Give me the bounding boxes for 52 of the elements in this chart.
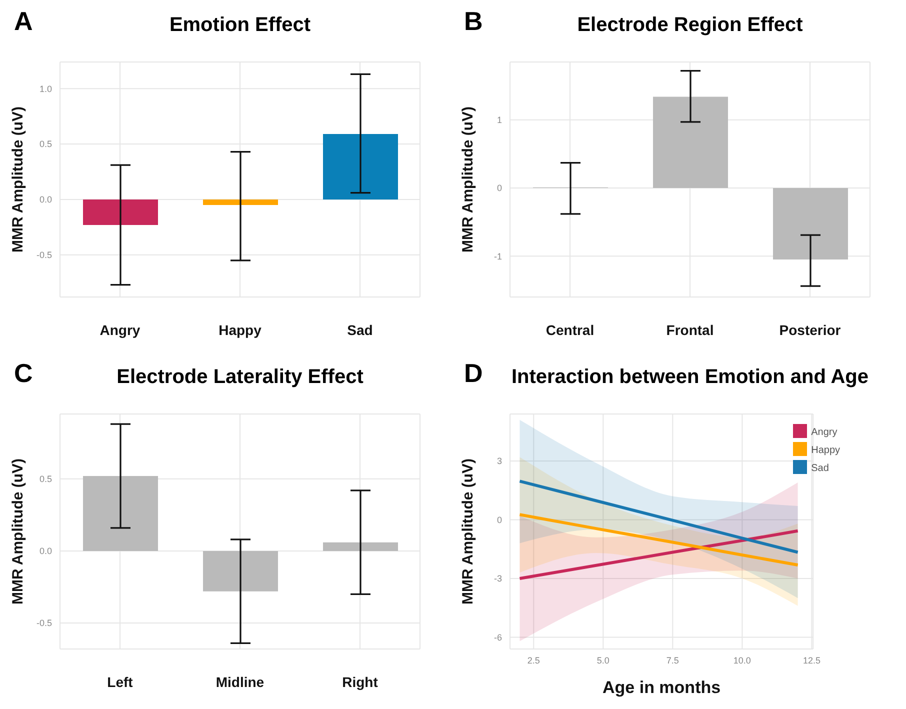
line-series [518,529,800,580]
bar [773,188,848,260]
text: B [464,6,483,37]
y-tick-label: 1.0 [39,84,52,94]
bar [653,96,728,188]
line-series [518,480,800,554]
y-tick-label: -1 [494,251,502,262]
bar [323,542,398,551]
x-tick-label: 12.5 [802,655,820,666]
y-tick-label: 0.5 [39,139,52,150]
text: C [14,358,33,389]
chart-title: Emotion Effect [169,14,311,36]
y-axis-title: MMR Amplitude (uV) [459,458,476,605]
x-tick-label: 10.0 [733,655,751,666]
text: A [14,6,33,37]
legend-label: Sad [811,463,829,474]
x-tick-label: Right [342,674,378,690]
text: D [464,358,483,389]
x-tick-label: 5.0 [596,655,610,666]
y-axis-title: MMR Amplitude (uV) [9,106,26,253]
chart-title: Interaction between Emotion and Age [511,366,869,388]
legend-label: Angry [811,427,838,438]
x-tick-label: Happy [218,322,262,338]
x-tick-label: Left [107,674,134,690]
x-tick-label: Posterior [779,322,842,338]
x-tick-label: 7.5 [666,655,679,666]
y-axis-title: MMR Amplitude (uV) [9,458,26,605]
y-tick-label: 0.0 [39,194,52,205]
chart-title: Electrode Region Effect [577,14,803,36]
line-series [518,513,800,566]
y-tick-label: 3 [496,456,502,466]
y-tick-label: 0.5 [39,474,52,484]
bar [83,476,158,551]
legend-label: Happy [811,445,840,456]
y-tick-label: -3 [494,574,502,584]
y-tick-label: -0.5 [36,250,52,260]
y-tick-label: 0.0 [39,546,52,556]
y-tick-label: 0 [496,183,502,194]
y-axis-title: MMR Amplitude (uV) [459,106,476,253]
x-tick-label: Frontal [666,322,714,338]
chart-title: Electrode Laterality Effect [116,366,364,388]
y-tick-label: 1 [496,115,502,126]
y-tick-label: 0 [496,514,502,525]
x-tick-label: 2.5 [527,655,540,666]
x-tick-label: Central [546,322,594,338]
x-axis-title: Age in months [602,678,721,697]
bar [203,550,278,592]
y-tick-label: -0.5 [36,618,52,628]
x-tick-label: Sad [347,322,373,338]
x-tick-label: Midline [216,674,264,690]
y-tick-label: -6 [494,632,502,642]
x-tick-label: Angry [100,322,140,338]
